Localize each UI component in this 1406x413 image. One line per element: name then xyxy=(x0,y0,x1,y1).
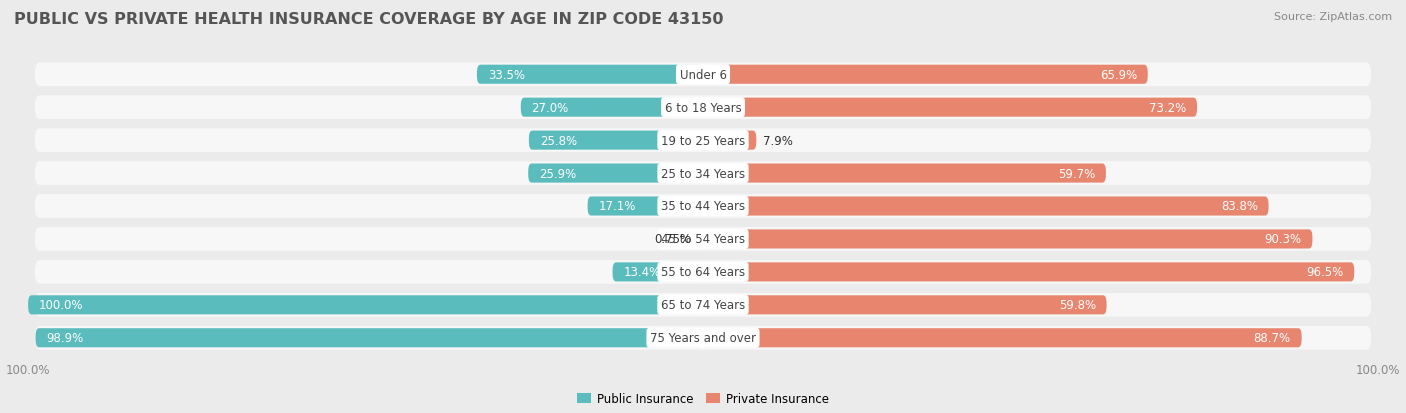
Legend: Public Insurance, Private Insurance: Public Insurance, Private Insurance xyxy=(574,388,832,408)
Text: 45 to 54 Years: 45 to 54 Years xyxy=(661,233,745,246)
FancyBboxPatch shape xyxy=(703,197,1268,216)
FancyBboxPatch shape xyxy=(703,66,1147,85)
Text: 73.2%: 73.2% xyxy=(1149,102,1187,114)
FancyBboxPatch shape xyxy=(703,98,1197,117)
Text: 98.9%: 98.9% xyxy=(46,332,83,344)
Text: 88.7%: 88.7% xyxy=(1254,332,1291,344)
FancyBboxPatch shape xyxy=(529,131,703,150)
FancyBboxPatch shape xyxy=(35,195,1371,218)
Text: 25.9%: 25.9% xyxy=(538,167,576,180)
Text: Source: ZipAtlas.com: Source: ZipAtlas.com xyxy=(1274,12,1392,22)
FancyBboxPatch shape xyxy=(35,293,1371,317)
Text: Under 6: Under 6 xyxy=(679,69,727,81)
FancyBboxPatch shape xyxy=(35,326,1371,350)
FancyBboxPatch shape xyxy=(35,129,1371,153)
FancyBboxPatch shape xyxy=(703,296,1107,315)
Text: 59.7%: 59.7% xyxy=(1057,167,1095,180)
Text: 35 to 44 Years: 35 to 44 Years xyxy=(661,200,745,213)
Text: 55 to 64 Years: 55 to 64 Years xyxy=(661,266,745,279)
FancyBboxPatch shape xyxy=(613,263,703,282)
FancyBboxPatch shape xyxy=(703,164,1107,183)
Text: 96.5%: 96.5% xyxy=(1306,266,1344,279)
Text: 65.9%: 65.9% xyxy=(1099,69,1137,81)
FancyBboxPatch shape xyxy=(703,131,756,150)
FancyBboxPatch shape xyxy=(703,230,1312,249)
FancyBboxPatch shape xyxy=(35,328,703,347)
FancyBboxPatch shape xyxy=(28,296,703,315)
Text: 65 to 74 Years: 65 to 74 Years xyxy=(661,299,745,311)
FancyBboxPatch shape xyxy=(529,164,703,183)
FancyBboxPatch shape xyxy=(520,98,703,117)
Text: 27.0%: 27.0% xyxy=(531,102,569,114)
FancyBboxPatch shape xyxy=(35,260,1371,284)
Text: 90.3%: 90.3% xyxy=(1264,233,1302,246)
Text: 13.4%: 13.4% xyxy=(623,266,661,279)
FancyBboxPatch shape xyxy=(477,66,703,85)
Text: 17.1%: 17.1% xyxy=(599,200,636,213)
FancyBboxPatch shape xyxy=(703,328,1302,347)
Text: 7.9%: 7.9% xyxy=(763,134,793,147)
Text: 83.8%: 83.8% xyxy=(1220,200,1258,213)
Text: PUBLIC VS PRIVATE HEALTH INSURANCE COVERAGE BY AGE IN ZIP CODE 43150: PUBLIC VS PRIVATE HEALTH INSURANCE COVER… xyxy=(14,12,724,27)
FancyBboxPatch shape xyxy=(697,230,703,249)
Text: 100.0%: 100.0% xyxy=(39,299,83,311)
FancyBboxPatch shape xyxy=(35,96,1371,120)
Text: 75 Years and over: 75 Years and over xyxy=(650,332,756,344)
Text: 6 to 18 Years: 6 to 18 Years xyxy=(665,102,741,114)
FancyBboxPatch shape xyxy=(703,263,1354,282)
Text: 0.75%: 0.75% xyxy=(654,233,692,246)
FancyBboxPatch shape xyxy=(588,197,703,216)
FancyBboxPatch shape xyxy=(35,162,1371,185)
FancyBboxPatch shape xyxy=(35,63,1371,87)
Text: 25.8%: 25.8% xyxy=(540,134,576,147)
Text: 25 to 34 Years: 25 to 34 Years xyxy=(661,167,745,180)
Text: 59.8%: 59.8% xyxy=(1059,299,1095,311)
Text: 19 to 25 Years: 19 to 25 Years xyxy=(661,134,745,147)
Text: 33.5%: 33.5% xyxy=(488,69,524,81)
FancyBboxPatch shape xyxy=(35,228,1371,251)
